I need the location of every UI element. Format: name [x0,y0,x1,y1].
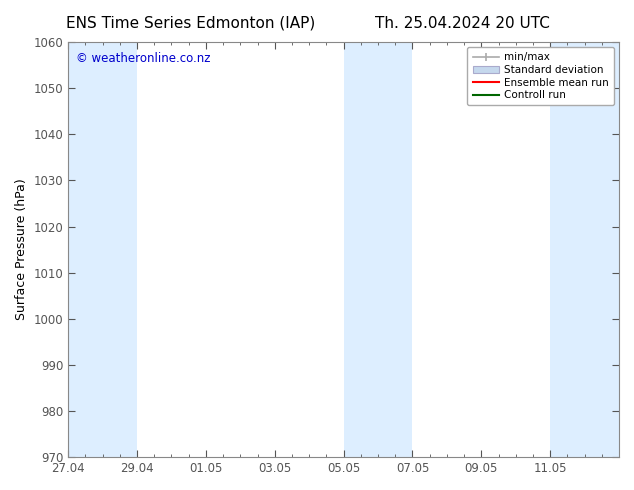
Bar [550,42,619,457]
Legend: min/max, Standard deviation, Ensemble mean run, Controll run: min/max, Standard deviation, Ensemble me… [467,47,614,105]
Text: Th. 25.04.2024 20 UTC: Th. 25.04.2024 20 UTC [375,16,550,31]
Text: ENS Time Series Edmonton (IAP): ENS Time Series Edmonton (IAP) [65,16,315,31]
Text: © weatheronline.co.nz: © weatheronline.co.nz [77,52,211,66]
Y-axis label: Surface Pressure (hPa): Surface Pressure (hPa) [15,179,28,320]
Bar [344,42,378,457]
Bar [378,42,413,457]
Bar [68,42,103,457]
Bar [103,42,137,457]
